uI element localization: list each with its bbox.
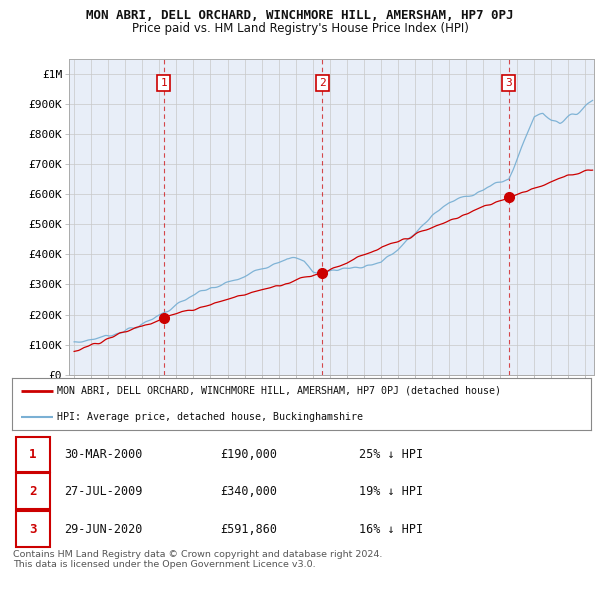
Text: 25% ↓ HPI: 25% ↓ HPI (359, 448, 424, 461)
Text: MON ABRI, DELL ORCHARD, WINCHMORE HILL, AMERSHAM, HP7 0PJ: MON ABRI, DELL ORCHARD, WINCHMORE HILL, … (86, 9, 514, 22)
Text: 19% ↓ HPI: 19% ↓ HPI (359, 484, 424, 498)
Text: HPI: Average price, detached house, Buckinghamshire: HPI: Average price, detached house, Buck… (57, 412, 363, 421)
FancyBboxPatch shape (16, 473, 50, 509)
Text: 3: 3 (29, 523, 37, 536)
FancyBboxPatch shape (16, 437, 50, 472)
Text: MON ABRI, DELL ORCHARD, WINCHMORE HILL, AMERSHAM, HP7 0PJ (detached house): MON ABRI, DELL ORCHARD, WINCHMORE HILL, … (57, 386, 501, 395)
Text: £190,000: £190,000 (220, 448, 277, 461)
Text: 3: 3 (505, 78, 512, 88)
Text: Price paid vs. HM Land Registry's House Price Index (HPI): Price paid vs. HM Land Registry's House … (131, 22, 469, 35)
Text: 27-JUL-2009: 27-JUL-2009 (64, 484, 142, 498)
Text: 16% ↓ HPI: 16% ↓ HPI (359, 523, 424, 536)
Text: 1: 1 (160, 78, 167, 88)
Text: Contains HM Land Registry data © Crown copyright and database right 2024.
This d: Contains HM Land Registry data © Crown c… (13, 550, 383, 569)
Text: 2: 2 (29, 484, 37, 498)
Text: 1: 1 (29, 448, 37, 461)
Text: 29-JUN-2020: 29-JUN-2020 (64, 523, 142, 536)
Text: 2: 2 (319, 78, 326, 88)
Text: £591,860: £591,860 (220, 523, 277, 536)
FancyBboxPatch shape (16, 512, 50, 547)
Text: £340,000: £340,000 (220, 484, 277, 498)
Text: 30-MAR-2000: 30-MAR-2000 (64, 448, 142, 461)
